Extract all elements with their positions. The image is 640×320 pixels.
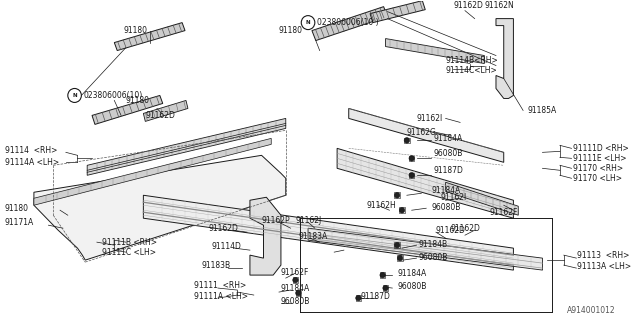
Text: 91180: 91180 (124, 26, 148, 35)
Circle shape (409, 172, 415, 178)
Text: 91184A: 91184A (397, 268, 426, 277)
Text: 91162F: 91162F (281, 268, 309, 276)
Polygon shape (308, 228, 543, 270)
Text: 91184A: 91184A (281, 284, 310, 292)
Text: 91162J: 91162J (296, 216, 322, 225)
Text: 91180: 91180 (126, 96, 150, 105)
Text: 91170 <RH>: 91170 <RH> (573, 164, 623, 173)
Polygon shape (496, 19, 513, 99)
Text: 91187D: 91187D (360, 292, 390, 300)
Polygon shape (34, 138, 271, 205)
Text: 96080B: 96080B (397, 282, 426, 291)
Polygon shape (337, 148, 513, 218)
Polygon shape (143, 195, 513, 270)
Circle shape (296, 290, 301, 296)
Text: 91114  <RH>: 91114 <RH> (5, 146, 57, 155)
Text: 91171A: 91171A (5, 218, 34, 227)
Text: 91162D: 91162D (208, 224, 238, 233)
Polygon shape (115, 23, 185, 51)
Text: 91170 <LH>: 91170 <LH> (573, 174, 623, 183)
Polygon shape (143, 100, 188, 121)
Text: 91180: 91180 (279, 26, 303, 35)
Polygon shape (87, 118, 286, 175)
Text: 91111E <LH>: 91111E <LH> (573, 154, 627, 163)
Text: N: N (72, 93, 77, 98)
Text: 91162H: 91162H (366, 201, 396, 210)
Text: 91183B: 91183B (202, 260, 230, 270)
Text: 91111D <RH>: 91111D <RH> (573, 144, 629, 153)
Text: 91113A <LH>: 91113A <LH> (577, 262, 632, 271)
Text: 91180: 91180 (5, 204, 29, 213)
Text: 96080B: 96080B (419, 252, 448, 262)
Polygon shape (370, 1, 425, 23)
Polygon shape (445, 182, 518, 215)
Polygon shape (349, 108, 504, 162)
Text: 96080B: 96080B (281, 297, 310, 306)
Text: 91162D: 91162D (145, 111, 175, 120)
Polygon shape (92, 95, 163, 124)
Circle shape (356, 295, 361, 301)
Text: 91185A: 91185A (528, 106, 557, 115)
Polygon shape (385, 39, 484, 64)
Circle shape (394, 192, 400, 198)
Polygon shape (34, 155, 286, 260)
Text: A914001012: A914001012 (566, 306, 615, 315)
Circle shape (399, 207, 404, 213)
Polygon shape (250, 197, 281, 275)
Text: 91162P: 91162P (262, 216, 290, 225)
Circle shape (409, 156, 415, 161)
Circle shape (292, 277, 298, 283)
Text: 91111B <RH>: 91111B <RH> (102, 238, 157, 247)
Text: 91162I: 91162I (441, 193, 467, 202)
Text: 91111A <LH>: 91111A <LH> (194, 292, 248, 300)
Text: 91111C <LH>: 91111C <LH> (102, 248, 156, 257)
Text: 91114C<LH>: 91114C<LH> (445, 66, 497, 75)
Text: 91111  <RH>: 91111 <RH> (194, 281, 246, 290)
Text: 91184A: 91184A (431, 186, 460, 195)
Text: N: N (306, 20, 310, 25)
Text: 91114D: 91114D (211, 242, 241, 251)
Circle shape (394, 242, 400, 248)
Text: 91114B<RH>: 91114B<RH> (445, 56, 499, 65)
Text: 91162D: 91162D (436, 226, 466, 235)
Text: 91183A: 91183A (298, 232, 328, 241)
Circle shape (404, 138, 410, 143)
Text: 023806006(10): 023806006(10) (83, 91, 143, 100)
Text: 91162G: 91162G (407, 128, 436, 137)
Text: 91114A <LH>: 91114A <LH> (5, 158, 59, 167)
Text: 91162N: 91162N (484, 1, 514, 10)
Text: 91184A: 91184A (434, 134, 463, 143)
Text: 91162I: 91162I (417, 114, 443, 123)
Text: 91113  <RH>: 91113 <RH> (577, 251, 630, 260)
Text: 91162D: 91162D (453, 1, 483, 10)
Circle shape (383, 285, 388, 291)
Text: 91162F: 91162F (489, 208, 518, 217)
Text: 96080B: 96080B (431, 203, 460, 212)
Text: 023806006(10 ): 023806006(10 ) (317, 18, 378, 27)
Circle shape (397, 255, 403, 261)
Text: 96080B: 96080B (434, 149, 463, 158)
Text: 91187D: 91187D (434, 166, 464, 175)
Text: 91162D: 91162D (451, 224, 481, 233)
Circle shape (380, 272, 385, 278)
Polygon shape (312, 7, 387, 41)
Text: 91184B: 91184B (419, 240, 447, 249)
